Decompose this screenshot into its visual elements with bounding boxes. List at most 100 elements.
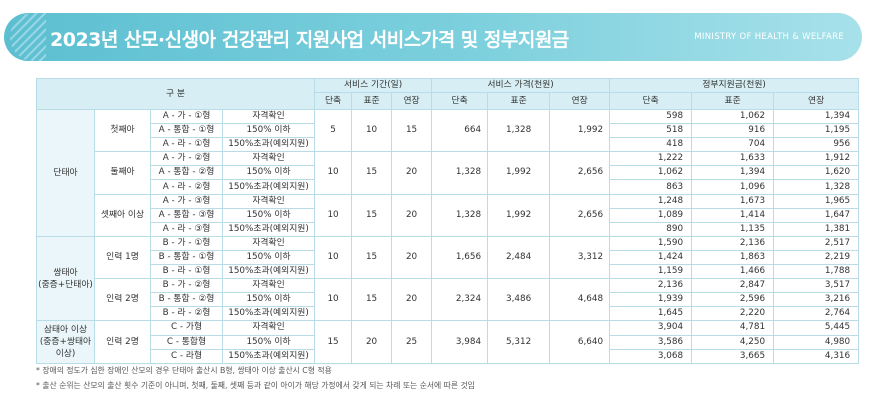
type-code: C - 가형 xyxy=(150,320,223,336)
subsidy-cell: 1,328 xyxy=(773,179,860,195)
service-price-cell: 2,656 xyxy=(549,151,611,195)
service-price-cell: 664 xyxy=(431,108,489,153)
income-criteria: 150% 이하 xyxy=(221,249,316,266)
subsidy-cell: 1,394 xyxy=(691,165,775,181)
subsidy-cell: 3,517 xyxy=(773,278,860,294)
subheader-cell: 표준 xyxy=(351,92,393,110)
subsidy-cell: 1,912 xyxy=(773,151,860,167)
subsidy-cell: 3,665 xyxy=(691,348,775,364)
service-price-cell: 6,640 xyxy=(549,320,611,364)
group-label: 삼태아 이상 (중증+쌍태아 이상) xyxy=(36,320,95,364)
subsidy-cell: 4,316 xyxy=(773,348,860,364)
service-price-cell: 1,992 xyxy=(487,193,551,237)
subsidy-cell: 1,590 xyxy=(609,235,693,251)
subheader-cell: 연장 xyxy=(773,92,860,110)
subgroup-label: 인력 2명 xyxy=(94,278,151,322)
income-criteria: 150%초과(예외지원) xyxy=(221,348,316,364)
service-days-cell: 10 xyxy=(314,151,353,195)
subsidy-cell: 3,586 xyxy=(609,334,693,350)
type-code: A - 라 - ③형 xyxy=(150,221,223,237)
income-criteria: 자격확인 xyxy=(221,320,316,336)
service-price-cell: 1,992 xyxy=(487,151,551,195)
service-price-cell: 2,324 xyxy=(431,278,489,322)
income-criteria: 150% 이하 xyxy=(221,334,316,350)
subsidy-cell: 2,136 xyxy=(609,278,693,294)
income-criteria: 150% 이하 xyxy=(221,207,316,223)
subsidy-cell: 1,424 xyxy=(609,249,693,266)
group-label: 단태아 xyxy=(36,109,95,237)
subsidy-cell: 1,645 xyxy=(609,306,693,322)
type-code: B - 라 - ①형 xyxy=(150,264,223,280)
service-price-cell: 1,328 xyxy=(487,108,551,153)
type-code: B - 통합 - ②형 xyxy=(150,292,223,308)
subheader-cell: 단축 xyxy=(609,92,693,110)
subsidy-cell: 3,216 xyxy=(773,292,860,308)
subsidy-cell: 3,904 xyxy=(609,320,693,336)
type-code: A - 가 - ②형 xyxy=(150,151,223,167)
subheader-cell: 연장 xyxy=(391,92,433,110)
subsidy-cell: 1,965 xyxy=(773,193,860,209)
subsidy-cell: 916 xyxy=(691,123,775,139)
service-days-cell: 20 xyxy=(391,193,433,237)
subsidy-cell: 1,414 xyxy=(691,207,775,223)
subsidy-cell: 4,781 xyxy=(691,320,775,336)
banner-stripes-decoration xyxy=(10,13,46,61)
table-row: 둘째아 A - 가 - ②형 자격확인 10 15 20 1,328 1,992 2,656 1,… xyxy=(37,151,860,195)
table-row: 삼태아 이상 (중증+쌍태아 이상) 인력 2명 C - 가형 자격확인 15 20 25 3… xyxy=(36,320,860,364)
title-banner: 2023년 산모·신생아 건강관리 지원사업 서비스가격 및 정부지원금 MIN… xyxy=(4,13,862,61)
service-days-cell: 15 xyxy=(351,235,393,280)
table-row: B - 라 - ①형 150%초과(예외지원) 1,159 1,466 1,788 xyxy=(37,264,860,280)
service-price-cell: 4,648 xyxy=(549,278,611,322)
subsidy-cell: 4,250 xyxy=(691,334,775,350)
subsidy-cell: 1,939 xyxy=(609,292,693,308)
subheader-cell: 단축 xyxy=(431,92,489,110)
income-criteria: 150%초과(예외지원) xyxy=(221,137,316,153)
service-days-cell: 10 xyxy=(314,278,353,322)
service-days-cell: 20 xyxy=(391,278,433,322)
subheader-cell: 단축 xyxy=(314,92,353,110)
type-code: A - 통합 - ①형 xyxy=(150,123,223,139)
table-row: C - 라형 150%초과(예외지원) 3,068 3,665 4,316 xyxy=(37,348,860,364)
subgroup-label: 인력 2명 xyxy=(94,320,151,364)
subheader-cell: 표준 xyxy=(487,92,551,110)
subsidy-cell: 1,788 xyxy=(773,264,860,280)
service-days-cell: 20 xyxy=(391,235,433,280)
service-days-cell: 10 xyxy=(314,235,353,280)
income-criteria: 자격확인 xyxy=(221,151,316,167)
service-days-cell: 20 xyxy=(351,320,393,364)
income-criteria: 150% 이하 xyxy=(221,292,316,308)
service-price-cell: 2,484 xyxy=(487,235,551,280)
income-criteria: 자격확인 xyxy=(221,235,316,251)
service-days-cell: 10 xyxy=(351,108,393,153)
subsidy-cell: 1,195 xyxy=(773,123,860,139)
table-row: 셋째아 이상 A - 가 - ③형 자격확인 10 15 20 1,328 1,992 2,65… xyxy=(37,193,860,237)
subsidy-cell: 2,219 xyxy=(773,249,860,266)
subsidy-cell: 1,394 xyxy=(773,108,860,125)
header-service-period: 서비스 기간(일) xyxy=(314,78,433,93)
table-row: 쌍태아 (중증+단태아) 인력 1명 B - 가 - ①형 자격확인 10 15 20 1,6… xyxy=(36,235,860,322)
type-code: A - 통합 - ③형 xyxy=(150,207,223,223)
service-price-cell: 1,328 xyxy=(431,151,489,195)
subsidy-cell: 2,136 xyxy=(691,235,775,251)
group-label: 쌍태아 (중증+단태아) xyxy=(36,235,95,322)
service-days-cell: 10 xyxy=(314,193,353,237)
subsidy-cell: 1,381 xyxy=(773,221,860,237)
subsidy-cell: 1,863 xyxy=(691,249,775,266)
type-code: A - 가 - ③형 xyxy=(150,193,223,209)
subgroup-label: 인력 1명 xyxy=(94,235,151,280)
income-criteria: 자격확인 xyxy=(221,278,316,294)
income-criteria: 150%초과(예외지원) xyxy=(221,221,316,237)
subsidy-cell: 3,068 xyxy=(609,348,693,364)
service-days-cell: 5 xyxy=(314,108,353,153)
header-gubun: 구 분 xyxy=(35,78,316,110)
service-price-cell: 1,992 xyxy=(549,108,611,153)
subsidy-cell: 1,620 xyxy=(773,165,860,181)
table-row: B - 통합 - ①형 150% 이하 1,424 1,863 2,219 xyxy=(37,249,860,266)
type-code: B - 가 - ①형 xyxy=(150,235,223,251)
table-row: B - 라 - ②형 150%초과(예외지원) 1,645 2,220 2,764 xyxy=(37,306,860,322)
subsidy-cell: 1,222 xyxy=(609,151,693,167)
subsidy-cell: 5,445 xyxy=(773,320,860,336)
income-criteria: 150%초과(예외지원) xyxy=(221,306,316,322)
type-code: B - 라 - ②형 xyxy=(150,306,223,322)
type-code: A - 통합 - ②형 xyxy=(150,165,223,181)
